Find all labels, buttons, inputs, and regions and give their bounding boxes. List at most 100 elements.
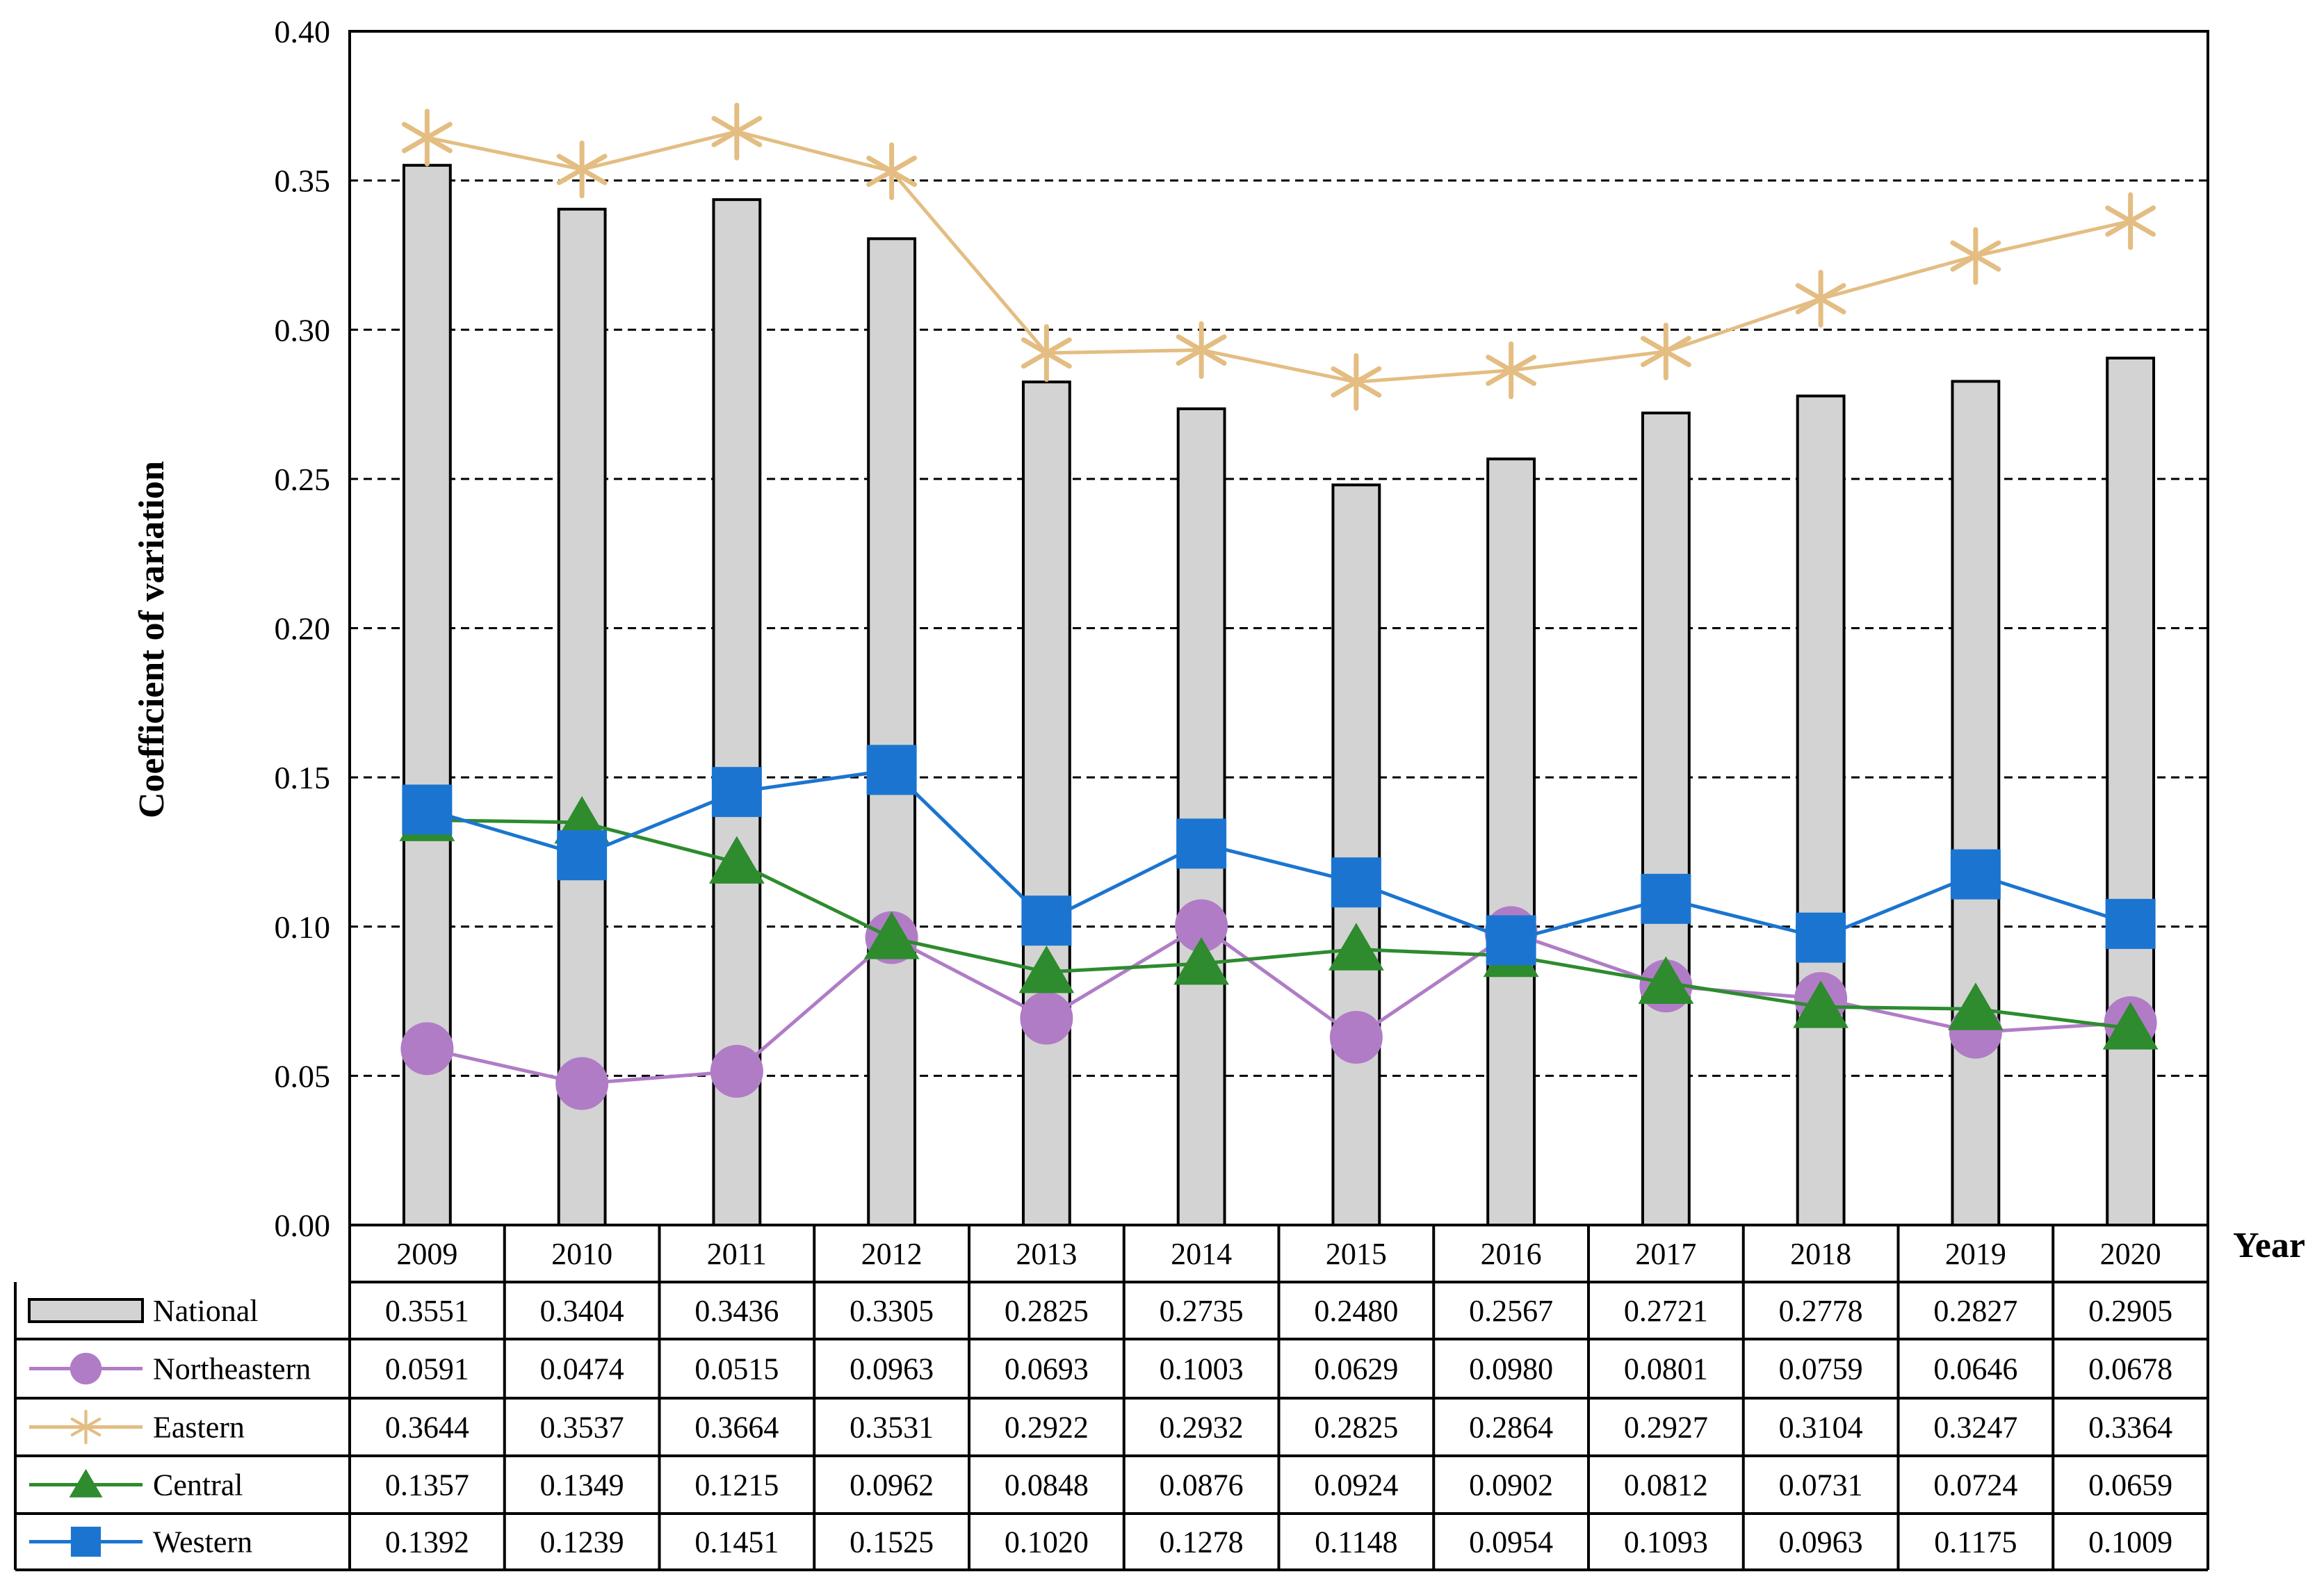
gridlines bbox=[350, 179, 2208, 1077]
legend-label-western: Western bbox=[153, 1525, 252, 1559]
table-cell-national: 0.2721 bbox=[1624, 1294, 1708, 1328]
table-cell-northeastern: 0.0591 bbox=[385, 1352, 469, 1386]
y-tick-label: 0.15 bbox=[275, 760, 331, 795]
table-cell-western: 0.1239 bbox=[540, 1525, 624, 1559]
table-cell-central: 0.1215 bbox=[694, 1468, 779, 1502]
table-cell-eastern: 0.3531 bbox=[850, 1411, 934, 1445]
central-point bbox=[1793, 980, 1849, 1028]
bar bbox=[1951, 380, 2001, 1226]
central-point bbox=[2102, 1002, 2159, 1050]
eastern-point bbox=[1640, 323, 1691, 381]
central-point bbox=[1947, 982, 2004, 1030]
eastern-point bbox=[556, 140, 608, 199]
table-cell-eastern: 0.3644 bbox=[385, 1411, 469, 1445]
table-year-header: 2015 bbox=[1326, 1237, 1387, 1271]
central-point bbox=[1328, 923, 1384, 971]
table-cell-northeastern: 0.1003 bbox=[1160, 1352, 1244, 1386]
table-cell-national: 0.2905 bbox=[2088, 1294, 2172, 1328]
series-line-northeastern bbox=[426, 923, 2131, 1086]
data-table: 2009 2010 2011 2012 2013 2014 2015 2016 2017 2018… bbox=[14, 1224, 2209, 1571]
western-point bbox=[1176, 818, 1227, 869]
table-cell-northeastern: 0.0980 bbox=[1469, 1352, 1553, 1386]
table-cell-national: 0.3436 bbox=[694, 1294, 779, 1328]
legend-key-eastern bbox=[29, 1409, 143, 1445]
table-cell-eastern: 0.3664 bbox=[694, 1411, 779, 1445]
legend-key-national bbox=[28, 1298, 144, 1323]
western-point bbox=[866, 745, 917, 795]
central-point bbox=[708, 836, 765, 884]
line-series-eastern bbox=[401, 102, 2156, 411]
line-series-northeastern bbox=[400, 899, 2157, 1110]
y-axis-ticks: 0.00 0.05 0.10 0.15 0.20 0.25 0.30 0.35 0.40 bbox=[275, 14, 331, 1243]
line-series-central bbox=[399, 793, 2159, 1050]
bar bbox=[1176, 407, 1226, 1226]
table-cell-national: 0.2735 bbox=[1160, 1294, 1244, 1328]
y-tick-label: 0.05 bbox=[275, 1058, 331, 1094]
bar bbox=[557, 207, 607, 1226]
northeastern-point bbox=[1175, 899, 1228, 952]
table-cell-national: 0.3404 bbox=[540, 1294, 624, 1328]
bar-series-national bbox=[402, 163, 2156, 1227]
bar bbox=[1486, 457, 1536, 1226]
table-cell-eastern: 0.2864 bbox=[1469, 1411, 1553, 1445]
table-cell-national: 0.2778 bbox=[1779, 1294, 1863, 1328]
northeastern-point bbox=[710, 1044, 763, 1098]
series-line-central bbox=[427, 818, 2131, 1030]
table-cell-western: 0.1148 bbox=[1315, 1525, 1397, 1559]
table-year-header: 2011 bbox=[707, 1237, 767, 1271]
table-cell-western: 0.0954 bbox=[1469, 1525, 1553, 1559]
y-axis-title: Coefficient of variation bbox=[132, 461, 172, 818]
y-tick-label: 0.00 bbox=[275, 1208, 331, 1243]
table-cell-western: 0.1020 bbox=[1005, 1525, 1089, 1559]
eastern-point bbox=[1176, 321, 1227, 379]
table-cell-eastern: 0.3247 bbox=[1933, 1411, 2017, 1445]
eastern-point bbox=[711, 102, 763, 161]
table-cell-western: 0.0963 bbox=[1779, 1525, 1863, 1559]
table-cell-eastern: 0.3537 bbox=[540, 1411, 624, 1445]
legend-label-central: Central bbox=[153, 1468, 243, 1502]
table-cell-eastern: 0.3104 bbox=[1779, 1411, 1863, 1445]
table-cell-northeastern: 0.0963 bbox=[850, 1352, 934, 1386]
table-year-header: 2009 bbox=[396, 1237, 457, 1271]
table-cell-central: 0.0731 bbox=[1779, 1468, 1863, 1502]
line-series-western bbox=[402, 745, 2156, 966]
eastern-point bbox=[1021, 324, 1072, 382]
table-cell-national: 0.2480 bbox=[1314, 1294, 1398, 1328]
table-cell-national: 0.3305 bbox=[850, 1294, 934, 1328]
table-cell-western: 0.1451 bbox=[694, 1525, 779, 1559]
eastern-point bbox=[1486, 341, 1537, 400]
table-cell-northeastern: 0.0678 bbox=[2088, 1352, 2172, 1386]
legend-marker-western bbox=[70, 1526, 101, 1557]
table-cell-central: 0.0724 bbox=[1933, 1468, 2017, 1502]
table-year-header: 2013 bbox=[1016, 1237, 1077, 1271]
legend-label-national: National bbox=[153, 1294, 259, 1328]
western-point bbox=[1796, 912, 1846, 963]
legend-marker-central bbox=[69, 1468, 103, 1498]
legend-marker-northeastern bbox=[70, 1352, 102, 1385]
table-cell-central: 0.0659 bbox=[2088, 1468, 2172, 1502]
eastern-point bbox=[401, 108, 453, 167]
table-cell-northeastern: 0.0515 bbox=[694, 1352, 779, 1386]
eastern-point bbox=[1950, 227, 2001, 285]
central-point bbox=[1173, 937, 1230, 985]
series-line-eastern bbox=[426, 129, 2131, 384]
table-cell-central: 0.0812 bbox=[1624, 1468, 1708, 1502]
table-year-header: 2018 bbox=[1790, 1237, 1851, 1271]
y-tick-label: 0.10 bbox=[275, 909, 331, 945]
bar bbox=[1021, 380, 1071, 1226]
table-year-header: 2016 bbox=[1481, 1237, 1542, 1271]
table-cell-central: 0.0876 bbox=[1160, 1468, 1244, 1502]
northeastern-point bbox=[1020, 991, 1073, 1045]
y-tick-label: 0.35 bbox=[275, 163, 331, 199]
legend-key-western bbox=[29, 1526, 143, 1557]
table-cell-central: 0.1357 bbox=[385, 1468, 469, 1502]
table-cell-northeastern: 0.0646 bbox=[1933, 1352, 2017, 1386]
bar bbox=[1331, 483, 1381, 1227]
table-cell-eastern: 0.2927 bbox=[1624, 1411, 1708, 1445]
table-cell-western: 0.1278 bbox=[1160, 1525, 1244, 1559]
table-cell-eastern: 0.2922 bbox=[1005, 1411, 1089, 1445]
legend-label-eastern: Eastern bbox=[153, 1411, 245, 1445]
x-axis-title: Year bbox=[2233, 1226, 2305, 1265]
y-tick-label: 0.40 bbox=[275, 14, 331, 49]
